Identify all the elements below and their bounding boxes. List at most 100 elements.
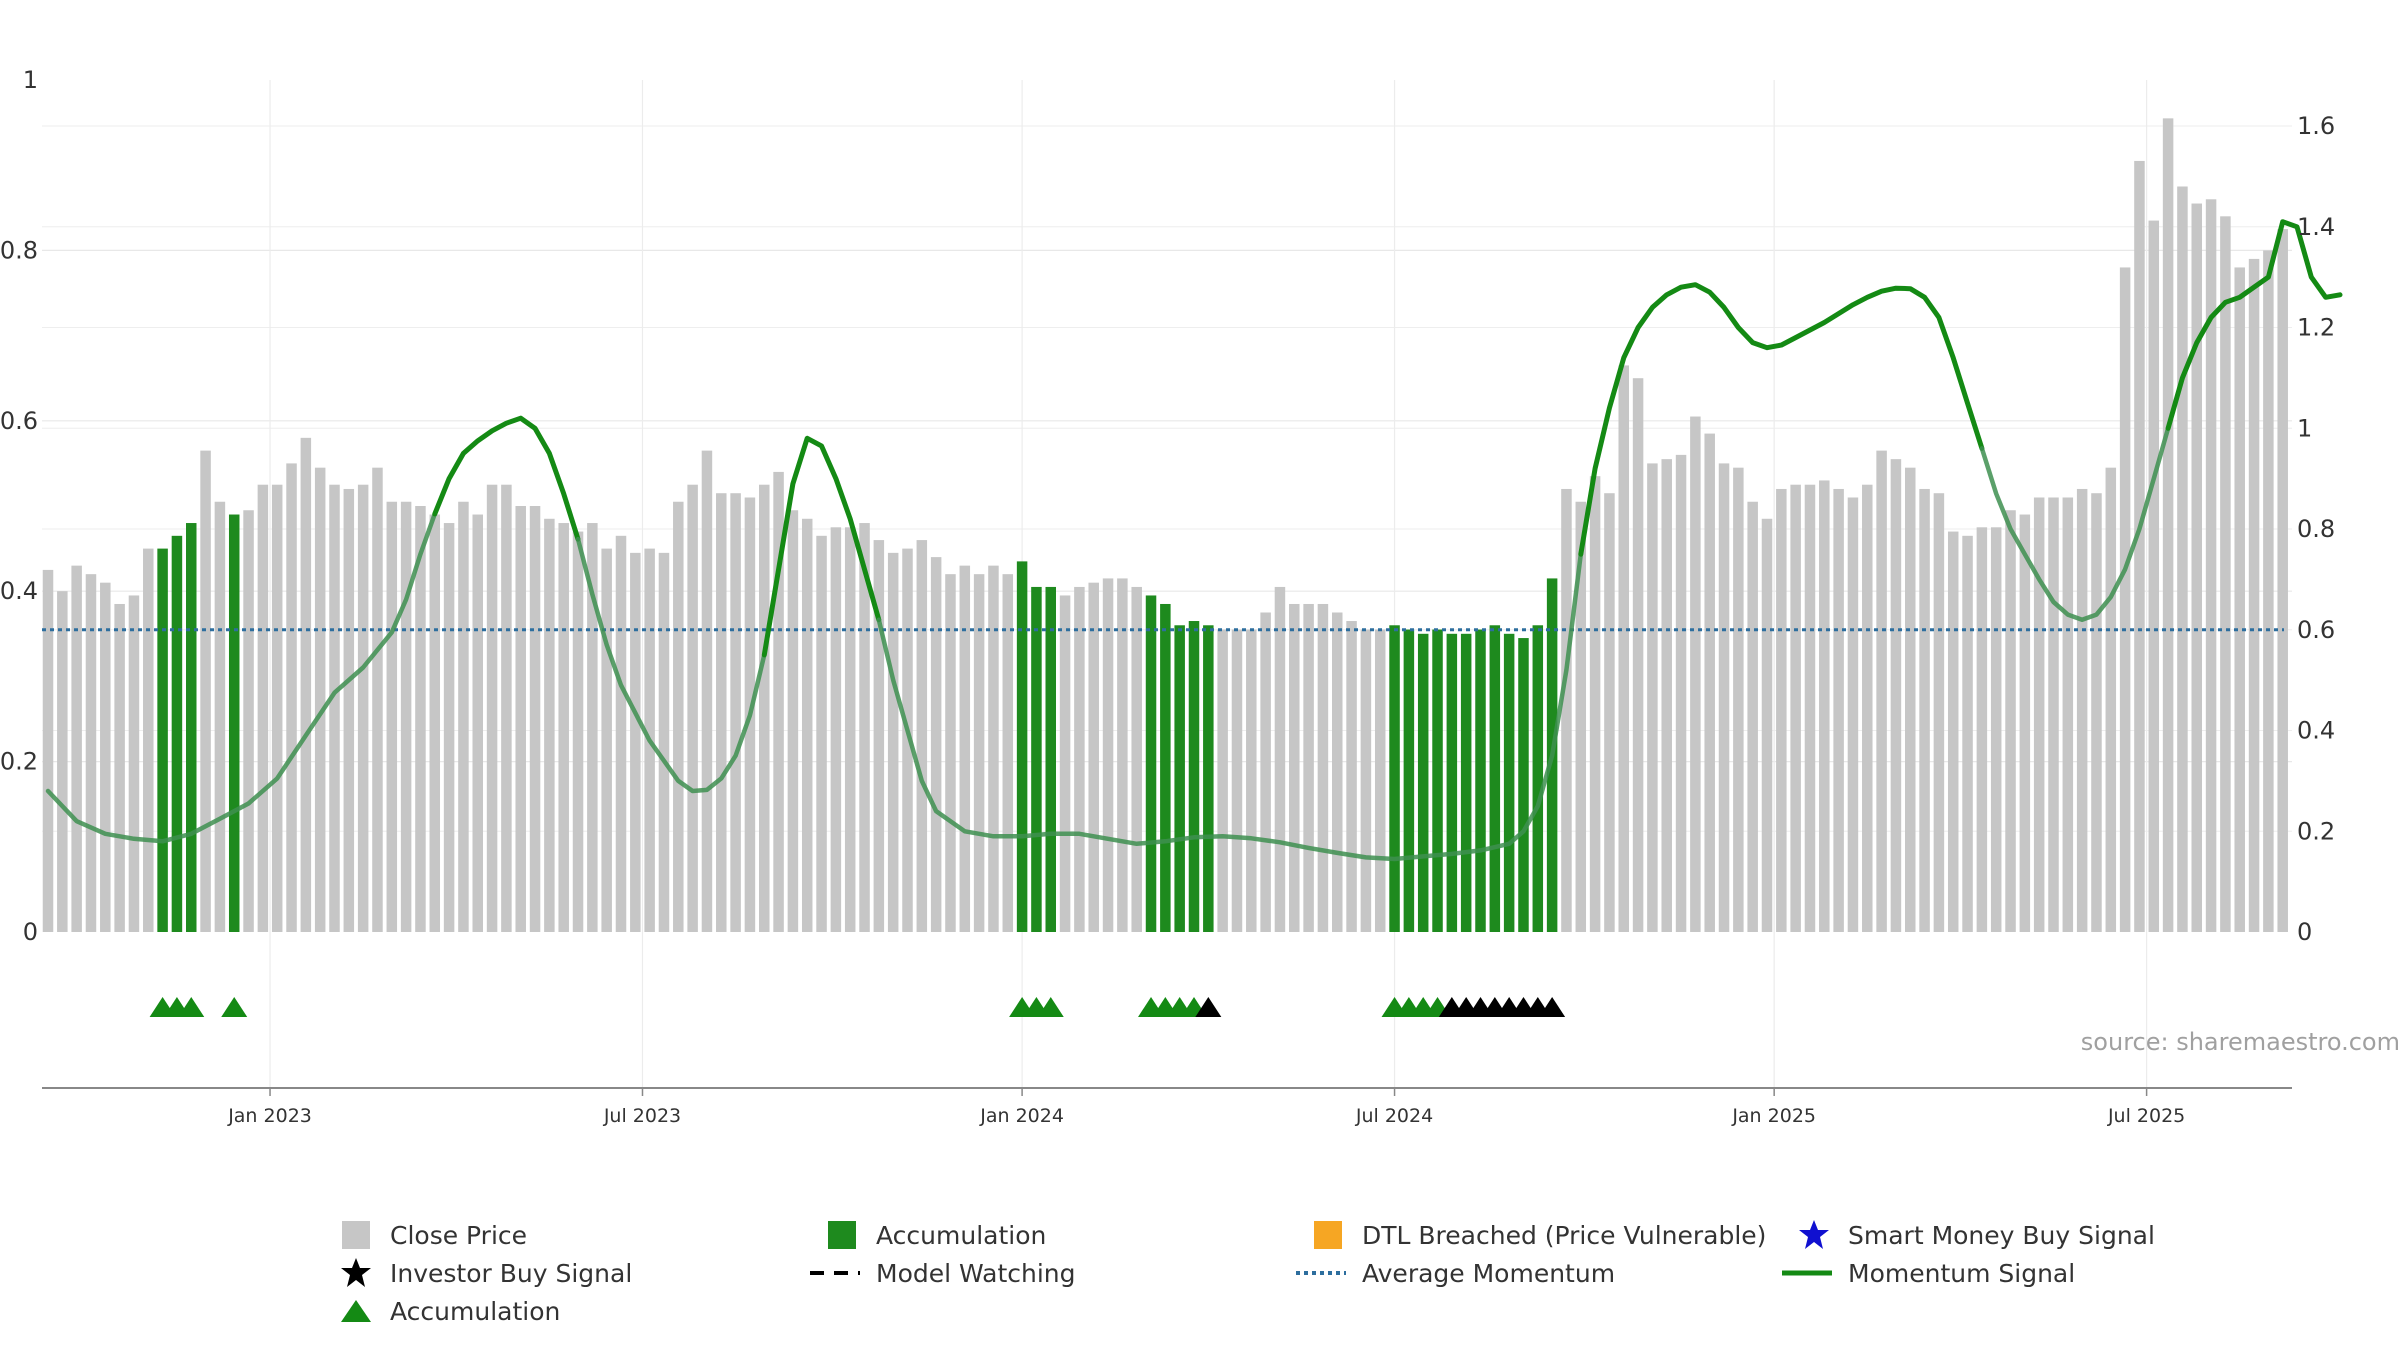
close-price-bar	[1990, 527, 2002, 932]
source-label: source: sharemaestro.com	[2081, 1028, 2400, 1056]
close-price-bar	[1776, 488, 1787, 932]
close-price-bar	[214, 501, 226, 932]
momentum-signal-faded-segment	[1979, 426, 2171, 622]
close-price-bar	[1217, 629, 1228, 932]
close-price-bar	[1374, 629, 1386, 932]
right-axis-tick-label: 0.6	[2297, 616, 2335, 644]
close-price-bar	[143, 548, 154, 932]
momentum-signal-segment	[761, 435, 882, 658]
close-price-bar	[1303, 603, 1314, 932]
accumulation-bar	[1188, 621, 1200, 932]
accumulation-triangle-marker	[221, 997, 248, 1017]
close-price-bar	[1804, 484, 1816, 932]
close-price-bar	[1346, 621, 1357, 932]
right-axis-tick-label: 0.8	[2297, 515, 2335, 543]
close-price-bar	[314, 467, 326, 932]
accumulation-bar	[1160, 603, 1171, 932]
close-price-bar	[1876, 450, 1887, 932]
left-axis-tick-label: 0.2	[0, 748, 38, 776]
close-price-bar	[1919, 488, 1930, 932]
close-price-bar	[1905, 467, 1916, 932]
close-price-bar	[429, 514, 441, 932]
close-price-bar	[515, 506, 526, 932]
investor-buy-signal-marker	[1195, 997, 1222, 1017]
close-price-bar	[1819, 480, 1830, 932]
tick-labels: 0 0.2 0.4 0.6 0.8 1 0 0.2 0.4 0.6 0.8 1 1.2 1.4 1.6 Jan…	[0, 66, 2335, 1127]
close-price-bar	[486, 484, 498, 932]
accumulation-bar	[1532, 625, 1544, 932]
right-axis-tick-label: 0	[2297, 918, 2312, 946]
momentum-signal-series	[45, 219, 2343, 862]
close-price-bar	[57, 591, 68, 932]
right-axis-tick-label: 1.2	[2297, 314, 2335, 342]
close-price-bar	[1675, 454, 1687, 932]
close-price-bar	[271, 484, 283, 932]
accumulation-bar	[1460, 633, 1472, 932]
close-price-bar	[558, 523, 569, 932]
close-price-bar	[2263, 250, 2274, 932]
close-price-bar	[1761, 518, 1773, 932]
close-price-bar	[1260, 612, 1271, 932]
accumulation-bar	[1403, 629, 1415, 932]
close-price-bar	[830, 527, 842, 932]
close-price-bar	[887, 552, 899, 932]
left-axis-tick-label: 0.8	[0, 236, 38, 264]
close-price-bar	[243, 510, 254, 932]
x-axis-tick-label: Jul 2024	[1355, 1105, 1433, 1127]
close-price-bar	[1733, 467, 1744, 932]
close-price-bar	[2134, 160, 2145, 932]
close-price-bar	[257, 484, 269, 932]
close-price-bar	[1661, 459, 1672, 932]
x-axis-tick-label: Jan 2025	[1731, 1105, 1816, 1127]
right-axis-tick-label: 1.4	[2297, 213, 2335, 241]
close-price-bar	[2205, 199, 2217, 932]
accumulation-bar	[157, 548, 168, 932]
close-price-bar	[501, 484, 512, 932]
close-price-bar	[1933, 493, 1945, 932]
right-axis-tick-label: 0.4	[2297, 717, 2335, 745]
left-axis-tick-label: 1	[23, 66, 38, 94]
x-axis-tick-label: Jul 2023	[603, 1105, 681, 1127]
close-price-bar	[773, 471, 784, 932]
close-price-bar	[472, 514, 483, 932]
accumulation-bar	[1503, 633, 1515, 932]
momentum-signal-faded-segment	[575, 536, 767, 794]
close-price-bar	[1589, 476, 1601, 932]
accumulation-bar	[1518, 638, 1529, 932]
close-price-bar	[1604, 493, 1615, 932]
close-price-bar	[1962, 535, 1973, 932]
close-price-bar	[1317, 603, 1329, 932]
accumulation-bar	[186, 523, 197, 932]
left-axis-tick-label: 0	[23, 918, 38, 946]
close-price-bar	[2234, 267, 2245, 932]
close-price-bar	[572, 531, 584, 932]
close-price-bar	[2062, 497, 2074, 932]
close-price-bar	[1231, 629, 1243, 932]
accumulation-bar	[1489, 625, 1501, 932]
close-price-bar	[2019, 514, 2031, 932]
x-axis-tick-label: Jul 2025	[2107, 1105, 2185, 1127]
accumulation-bar	[1016, 561, 1028, 932]
close-price-bar	[400, 501, 412, 932]
accumulation-bar	[1145, 595, 1157, 932]
close-price-bar	[2220, 216, 2231, 932]
accumulation-bar	[1389, 625, 1400, 932]
close-price-bar	[1332, 612, 1343, 932]
right-axis-tick-label: 1.6	[2297, 112, 2335, 140]
close-price-bar	[1246, 629, 1257, 932]
accumulation-bar	[1045, 586, 1056, 932]
accumulation-bar	[1475, 629, 1486, 932]
close-price-bar	[128, 595, 140, 932]
close-price-bar	[1862, 484, 1873, 932]
close-price-bar	[1690, 416, 1701, 932]
close-price-bar	[529, 506, 541, 932]
close-price-bar	[100, 582, 111, 932]
right-axis-tick-label: 0.2	[2297, 817, 2335, 845]
accumulation-bar	[171, 535, 183, 932]
close-price-bar	[873, 540, 885, 932]
close-price-bar	[1059, 595, 1071, 932]
axes	[42, 1087, 2292, 1096]
close-price-bar	[1131, 586, 1142, 932]
close-price-bar	[787, 510, 799, 932]
